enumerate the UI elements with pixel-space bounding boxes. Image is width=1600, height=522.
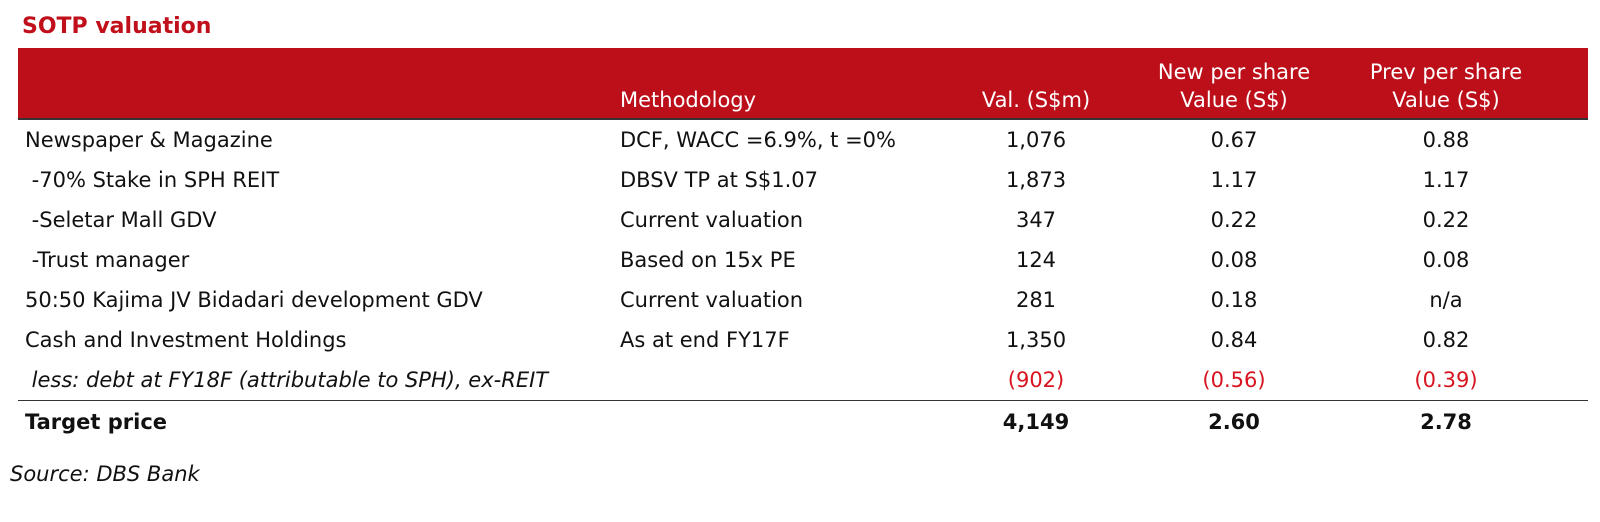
header-new-per-share-line1: New per share: [1157, 60, 1311, 84]
row-value: 124: [1015, 248, 1057, 272]
row-new-per-share: 0.84: [1210, 328, 1258, 352]
row-label: -Trust manager: [25, 248, 190, 272]
total-label: Target price: [25, 410, 168, 434]
header-prev-per-share-line1: Prev per share: [1369, 60, 1523, 84]
table-row: Cash and Investment Holdings As at end F…: [18, 320, 1588, 360]
header-prev-per-share-line2: Value (S$): [1392, 88, 1500, 112]
row-value: 281: [1015, 288, 1057, 312]
row-new-per-share: (0.56): [1202, 368, 1266, 392]
row-value: 347: [1015, 208, 1057, 232]
row-methodology: Current valuation: [620, 208, 804, 232]
row-new-per-share: 0.67: [1210, 128, 1258, 152]
row-prev-per-share: 0.22: [1422, 208, 1470, 232]
row-value: 1,350: [1005, 328, 1067, 352]
row-prev-per-share: 1.17: [1422, 168, 1470, 192]
total-value: 4,149: [1002, 410, 1070, 434]
row-new-per-share: 0.18: [1210, 288, 1258, 312]
sotp-table: Methodology Val. (S$m) New per share Val…: [18, 48, 1588, 443]
row-new-per-share: 0.08: [1210, 248, 1258, 272]
table-header: Methodology Val. (S$m) New per share Val…: [18, 48, 1588, 120]
table-row-total: Target price 4,149 2.60 2.78: [18, 400, 1588, 443]
header-new-per-share: New per share Value (S$): [1148, 58, 1320, 114]
table-row: Newspaper & Magazine DCF, WACC =6.9%, t …: [18, 120, 1588, 160]
row-label: less: debt at FY18F (attributable to SPH…: [25, 368, 549, 392]
row-value: 1,873: [1005, 168, 1067, 192]
table-row: -Seletar Mall GDV Current valuation 347 …: [18, 200, 1588, 240]
row-value: 1,076: [1005, 128, 1067, 152]
total-prev-per-share: 2.78: [1420, 410, 1472, 434]
table-row: -70% Stake in SPH REIT DBSV TP at S$1.07…: [18, 160, 1588, 200]
row-prev-per-share: 0.08: [1422, 248, 1470, 272]
header-new-per-share-line2: Value (S$): [1180, 88, 1288, 112]
row-methodology: Current valuation: [620, 288, 804, 312]
row-value: (902): [1007, 368, 1065, 392]
table-row-debt: less: debt at FY18F (attributable to SPH…: [18, 360, 1588, 400]
row-methodology: DCF, WACC =6.9%, t =0%: [620, 128, 896, 152]
row-methodology: Based on 15x PE: [620, 248, 796, 272]
header-prev-per-share: Prev per share Value (S$): [1360, 58, 1532, 114]
row-label: -Seletar Mall GDV: [25, 208, 217, 232]
table-row: 50:50 Kajima JV Bidadari development GDV…: [18, 280, 1588, 320]
row-prev-per-share: 0.82: [1422, 328, 1470, 352]
row-new-per-share: 1.17: [1210, 168, 1258, 192]
row-new-per-share: 0.22: [1210, 208, 1258, 232]
source-note: Source: DBS Bank: [10, 462, 200, 486]
table-title: SOTP valuation: [22, 14, 212, 39]
row-prev-per-share: n/a: [1429, 288, 1463, 312]
table-row: -Trust manager Based on 15x PE 124 0.08 …: [18, 240, 1588, 280]
row-label: Cash and Investment Holdings: [25, 328, 347, 352]
row-prev-per-share: (0.39): [1414, 368, 1478, 392]
row-label: -70% Stake in SPH REIT: [25, 168, 280, 192]
row-methodology: As at end FY17F: [620, 328, 790, 352]
row-label: 50:50 Kajima JV Bidadari development GDV: [25, 288, 483, 312]
row-methodology: DBSV TP at S$1.07: [620, 168, 818, 192]
row-label: Newspaper & Magazine: [25, 128, 273, 152]
header-methodology: Methodology: [620, 88, 757, 112]
row-prev-per-share: 0.88: [1422, 128, 1470, 152]
total-new-per-share: 2.60: [1208, 410, 1260, 434]
header-value: Val. (S$m): [981, 88, 1091, 112]
